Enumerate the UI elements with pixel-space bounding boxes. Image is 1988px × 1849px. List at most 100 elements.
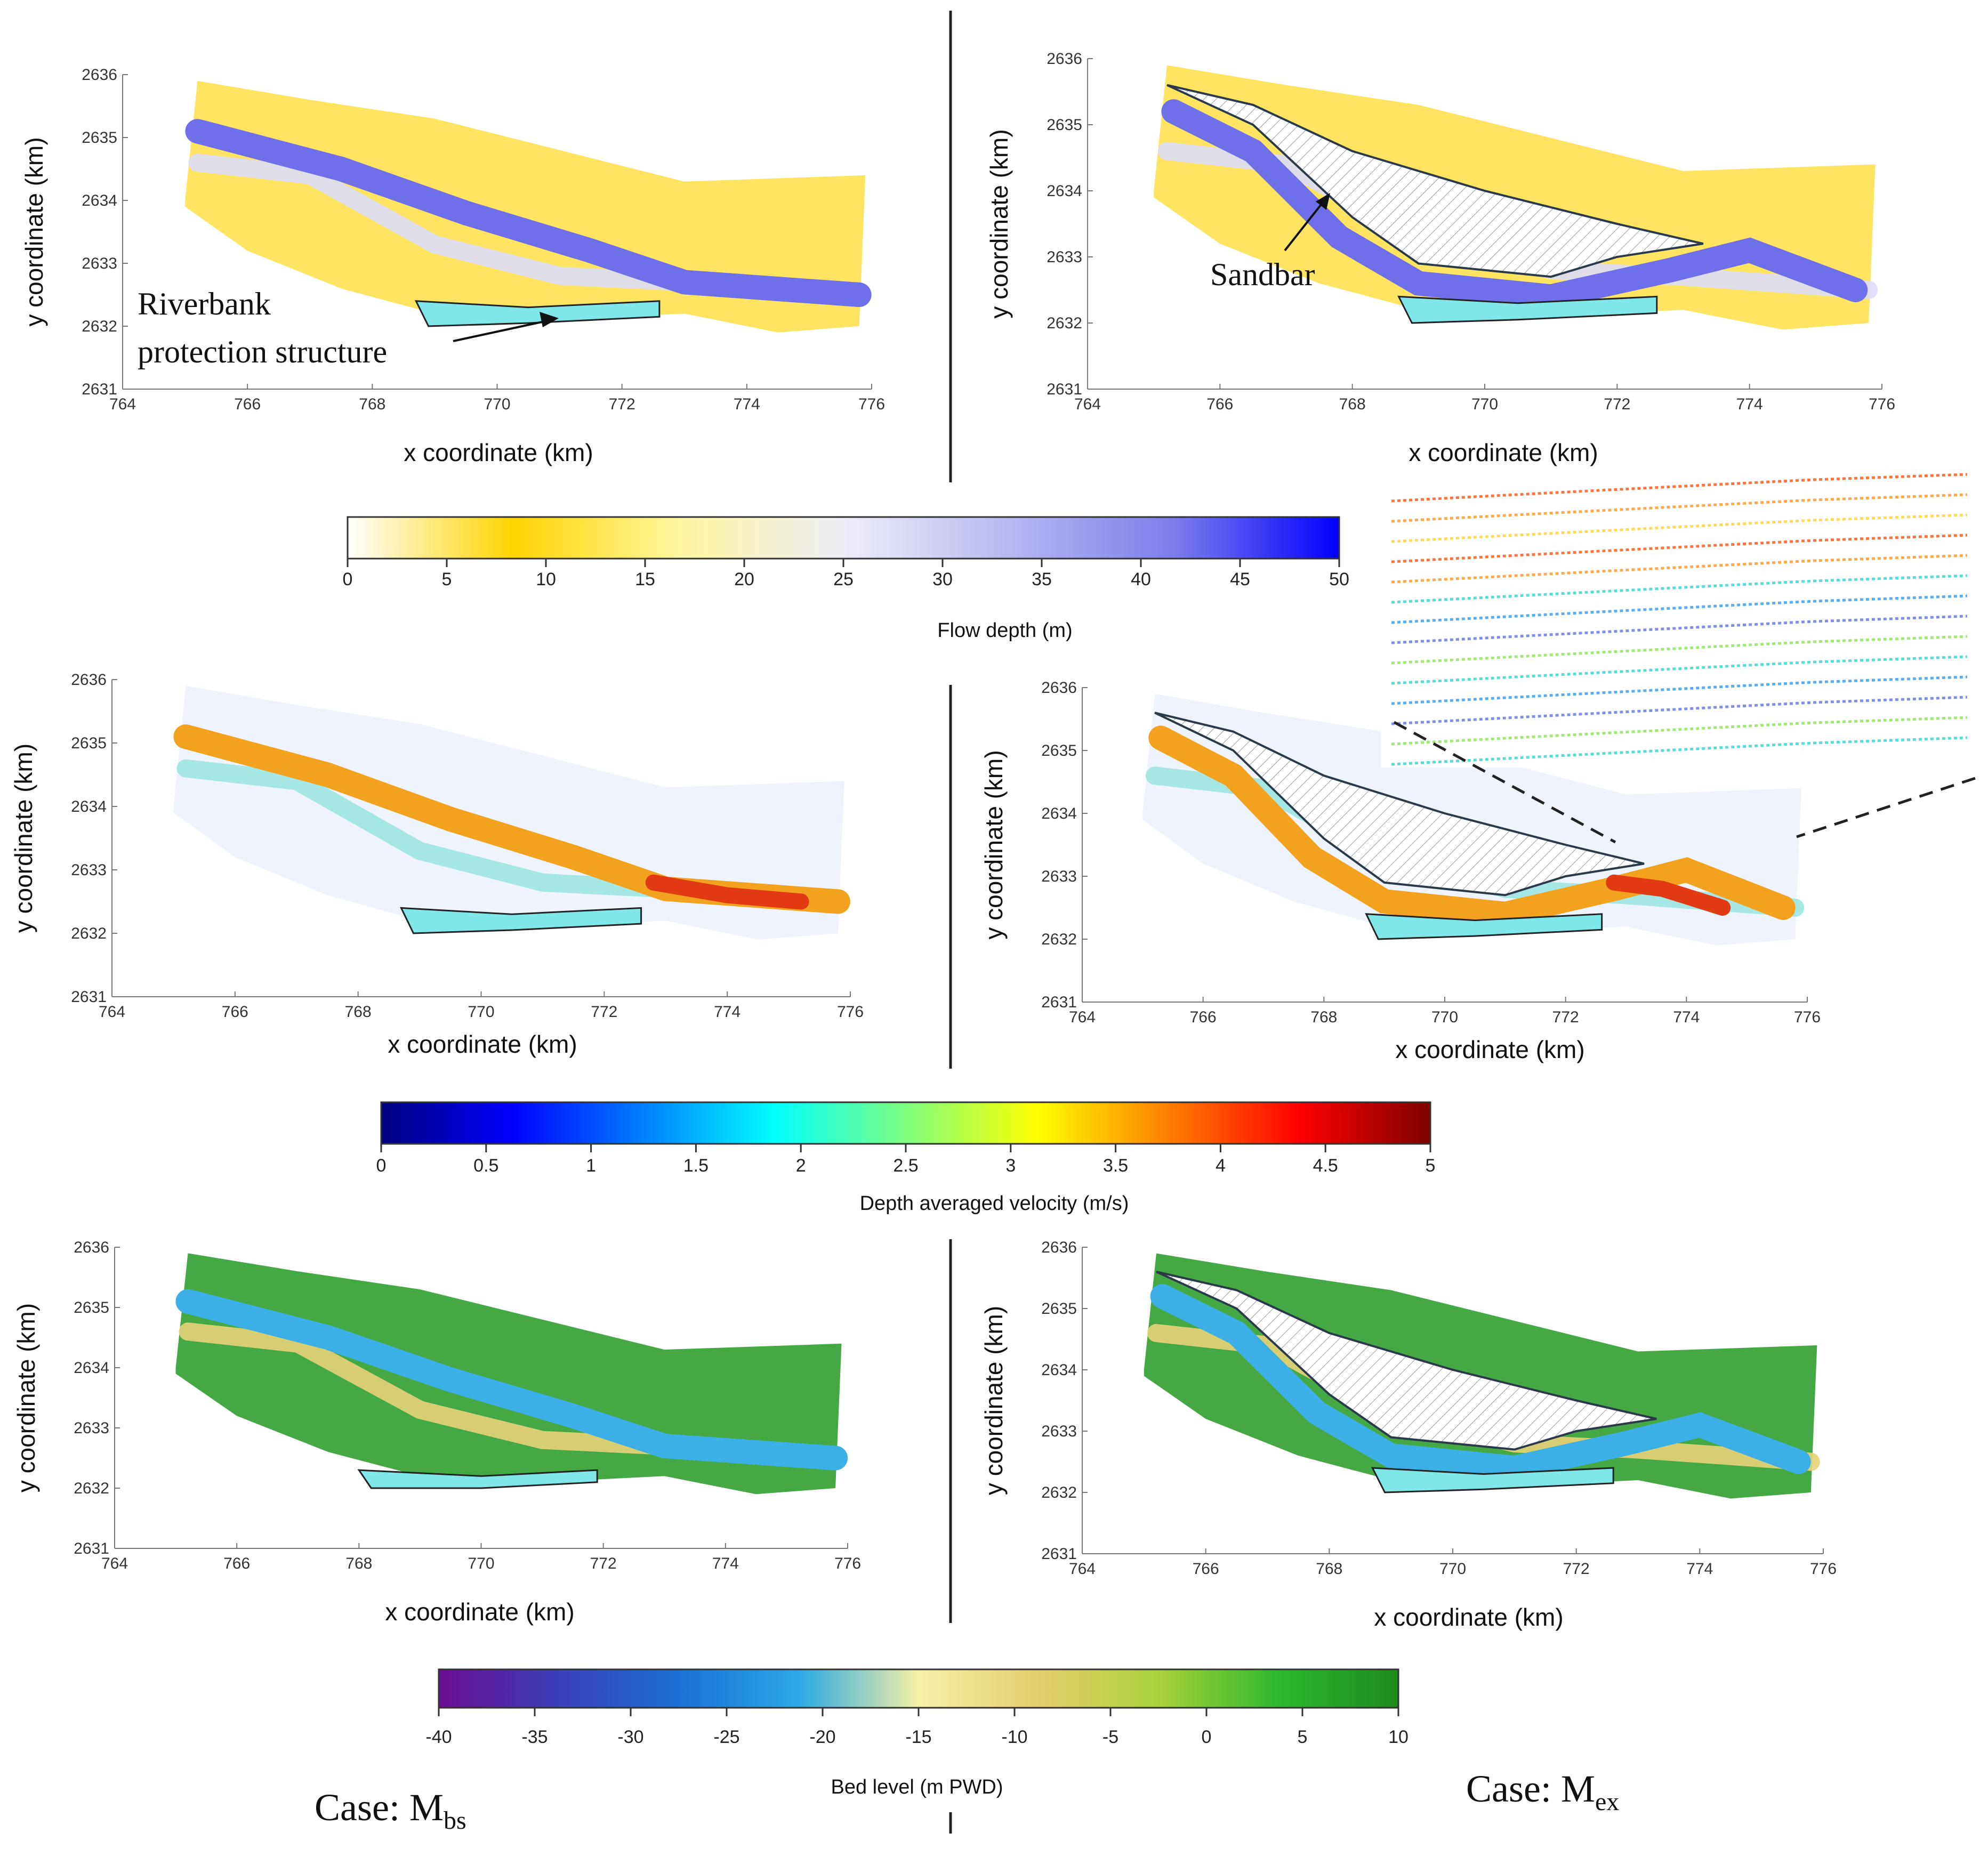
x-tick-label: 772 (590, 1555, 617, 1572)
x-tick-label: 766 (1206, 395, 1233, 413)
sandbar (1156, 1271, 1657, 1451)
x-tick-label: 764 (1069, 1560, 1096, 1578)
colorbar-bed-ticks: -40 -35 -30 -25 -20 -15 -10 -5 0 5 10 (425, 1708, 1408, 1747)
bed-tick-label: -35 (521, 1727, 548, 1747)
bed-tick-label: -15 (905, 1727, 931, 1747)
velocity-tick-label: 4 (1216, 1156, 1226, 1176)
depth-tick-label: 35 (1032, 569, 1052, 590)
bed-tick-label: -5 (1102, 1727, 1118, 1747)
x-tick-label: 770 (484, 395, 510, 413)
riverbank-arrow (453, 319, 552, 342)
sandbar-label: Sandbar (1210, 257, 1315, 292)
panel-velocity-bs: 764 766 768 770 772 774 776 2631 2632 2633 2634 263… (10, 671, 864, 1058)
bed-tick-label: -25 (713, 1727, 739, 1747)
x-tick-label: 768 (1339, 395, 1366, 413)
main-channel (1161, 99, 1868, 309)
x-tick-label: 774 (1673, 1008, 1700, 1026)
velocity-tick-label: 3.5 (1103, 1156, 1128, 1176)
x-tick-label: 770 (468, 1003, 494, 1021)
y-axis-title: y coordinate (km) (20, 137, 48, 326)
velocity-hotspot (645, 874, 809, 910)
inset-vector-line (1391, 635, 1968, 665)
x-tick-label: 770 (1431, 1008, 1458, 1026)
y-tick-label: 2635 (1047, 116, 1082, 134)
x-tick-label: 768 (359, 395, 385, 413)
x-tick-label: 772 (1563, 1560, 1590, 1578)
main-channel (185, 119, 872, 307)
y-tick-label: 2635 (1041, 1300, 1077, 1318)
inset-vector-line (1391, 615, 1968, 644)
velocity-tick-label: 3 (1005, 1156, 1016, 1176)
colorbar-depth-ticks: 0 5 10 15 20 25 30 35 40 45 50 (343, 559, 1349, 590)
bed-tick-label: -30 (617, 1727, 643, 1747)
inset-vector-line (1391, 554, 1968, 584)
velocity-tick-label: 1 (586, 1156, 596, 1176)
y-tick-label: 2631 (74, 1540, 109, 1557)
y-tick-label: 2634 (71, 798, 107, 816)
depth-tick-label: 45 (1230, 569, 1250, 590)
y-tick-label: 2636 (74, 1239, 109, 1256)
x-tick-label: 776 (858, 395, 885, 413)
y-tick-label: 2631 (1041, 1545, 1077, 1563)
sandbar (1154, 712, 1645, 897)
x-tick-label: 768 (1316, 1560, 1342, 1578)
y-tick-label: 2633 (1041, 1423, 1077, 1440)
depth-tick-label: 25 (833, 569, 854, 590)
x-axis-title: x coordinate (km) (385, 1598, 574, 1626)
bed-tick-label: -40 (425, 1727, 452, 1747)
y-axis-title: y coordinate (km) (980, 750, 1008, 939)
y-tick-label: 2632 (1041, 931, 1077, 948)
velocity-hotspot (1606, 874, 1731, 916)
y-tick-label: 2631 (1041, 994, 1077, 1011)
y-tick-label: 2632 (74, 1480, 109, 1497)
x-tick-label: 766 (234, 395, 261, 413)
y-tick-label: 2636 (1041, 1239, 1077, 1256)
colorbar-depth-title: Flow depth (m) (937, 619, 1072, 642)
main-channel (1148, 725, 1796, 927)
y-tick-label: 2635 (74, 1299, 109, 1317)
y-axis-title: y coordinate (km) (985, 129, 1013, 318)
x-tick-label: 776 (1810, 1560, 1837, 1578)
riverbank-protection (1365, 913, 1603, 940)
y-tick-label: 2635 (1041, 742, 1077, 760)
riverbank-protection (357, 1469, 598, 1489)
colorbar-velocity: 0 0.5 1 1.5 2 2.5 3 3.5 4 4.5 5 Depth averaged vel… (376, 1101, 1435, 1215)
case-label-left-prefix: Case: M (315, 1786, 444, 1829)
y-tick-label: 2632 (1041, 1484, 1077, 1501)
depth-tick-label: 0 (343, 569, 353, 590)
y-tick-label: 2636 (71, 671, 107, 689)
x-tick-label: 774 (714, 1003, 741, 1021)
colorbar-velocity-ticks: 0 0.5 1 1.5 2 2.5 3 3.5 4 4.5 5 (376, 1144, 1435, 1176)
y-tick-label: 2633 (1047, 248, 1082, 266)
y-axis-title: y coordinate (km) (980, 1306, 1008, 1495)
y-tick-label: 2631 (82, 381, 117, 398)
x-tick-label: 766 (1190, 1008, 1217, 1026)
x-tick-label: 772 (591, 1003, 617, 1021)
y-tick-label: 2634 (82, 192, 117, 209)
depth-tick-label: 5 (442, 569, 452, 590)
x-tick-label: 764 (99, 1003, 125, 1021)
x-axis-title: x coordinate (km) (1395, 1036, 1584, 1063)
inset-vector-line (1391, 716, 1968, 746)
riverbank-protection (400, 907, 642, 934)
x-tick-label: 776 (834, 1555, 861, 1572)
x-tick-label: 764 (101, 1555, 128, 1572)
depth-tick-label: 20 (734, 569, 754, 590)
y-tick-label: 2631 (1047, 381, 1082, 398)
inset-vector-line (1391, 574, 1968, 604)
x-tick-label: 768 (345, 1555, 372, 1572)
colorbar-bed: -40 -35 -30 -25 -20 -15 -10 -5 0 5 10 Bed level (m… (425, 1668, 1408, 1798)
x-tick-label: 774 (712, 1555, 739, 1572)
inset-vector-line (1391, 473, 1968, 503)
y-tick-label: 2633 (82, 255, 117, 272)
riverbank-label-line1: Riverbank (138, 286, 271, 321)
river-domain (185, 80, 866, 333)
y-tick-label: 2636 (82, 66, 117, 84)
inset-vector-line (1391, 513, 1968, 543)
x-tick-label: 764 (1074, 395, 1101, 413)
bed-tick-label: 0 (1202, 1727, 1212, 1747)
y-tick-label: 2632 (1047, 314, 1082, 332)
y-tick-label: 2634 (1047, 182, 1082, 200)
panel-bed-bs: 764 766 768 770 772 774 776 2631 2632 2633 2634 263… (12, 1239, 861, 1626)
